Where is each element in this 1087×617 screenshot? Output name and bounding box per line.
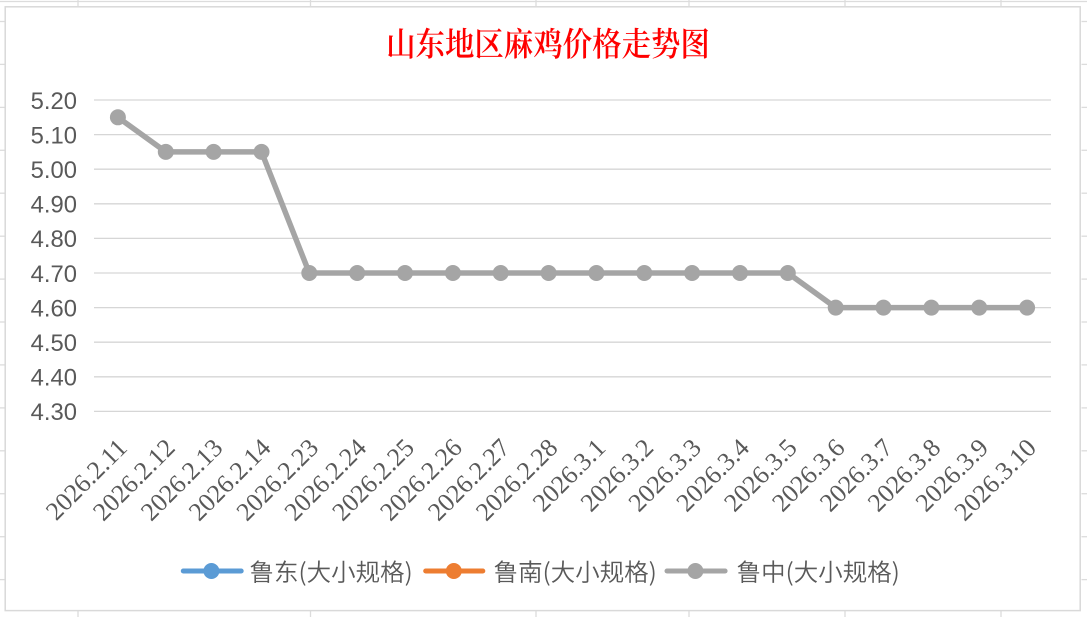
svg-text:4.60: 4.60 [31, 295, 77, 322]
svg-text:4.40: 4.40 [31, 365, 77, 392]
svg-text:4.50: 4.50 [31, 330, 77, 357]
svg-text:5.00: 5.00 [31, 157, 77, 184]
svg-text:4.90: 4.90 [31, 192, 77, 219]
svg-text:4.70: 4.70 [31, 261, 77, 288]
svg-text:5.20: 5.20 [31, 88, 77, 115]
svg-text:5.10: 5.10 [31, 122, 77, 149]
svg-text:4.30: 4.30 [31, 399, 77, 426]
svg-text:4.80: 4.80 [31, 226, 77, 253]
